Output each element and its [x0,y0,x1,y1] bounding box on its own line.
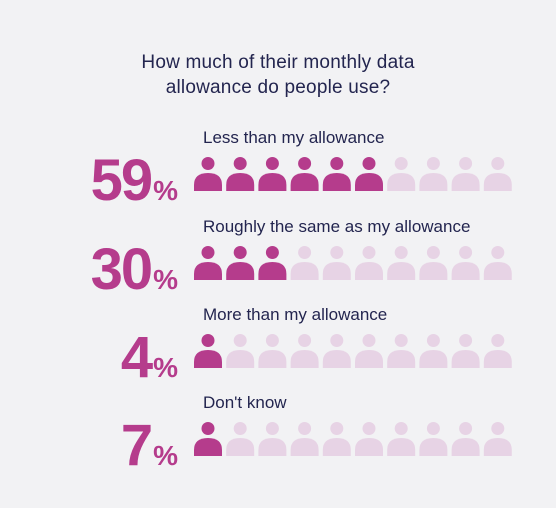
person-icon-empty [226,334,255,368]
people-icon-row [194,422,512,456]
person-icon-filled [194,334,222,368]
person-icon-empty [290,246,319,280]
person-icon-empty [322,334,351,368]
people-icon-row [194,246,512,280]
person-icon-empty [451,157,480,191]
category-row-dont-know: Don't know 7% [0,393,556,481]
person-icon-filled [258,157,287,191]
person-icon-empty [451,246,480,280]
percent-sign: % [153,352,178,383]
person-icon-empty [419,334,448,368]
person-icon-empty [419,422,448,456]
person-icon-empty [483,334,512,368]
people-icon-row [194,334,512,368]
person-icon-empty [483,246,512,280]
percentage-value: 30% [91,241,178,299]
chart-title-line-2: allowance do people use? [165,77,391,98]
chart-title: How much of their monthly data allowance… [0,50,556,100]
percent-sign: % [153,264,178,295]
person-icon-empty [419,246,448,280]
category-label: Don't know [203,393,287,412]
percentage-number: 59 [90,148,153,213]
chart-title-line-1: How much of their monthly data [141,52,415,73]
person-icon-empty [226,422,255,456]
person-icon-filled [226,246,255,280]
percentage-number: 7 [120,413,153,478]
category-row-more-than-allowance: More than my allowance 4% [0,305,556,393]
person-icon-empty [483,157,512,191]
person-icon-empty [355,422,383,456]
person-icon-empty [322,422,351,456]
person-icon-filled [290,157,319,191]
person-icon-filled [194,157,222,191]
person-icon-empty [387,246,416,280]
person-icon-empty [419,157,448,191]
people-icon-row [194,157,512,191]
person-icon-empty [355,246,383,280]
percent-sign: % [153,175,178,206]
percentage-value: 59% [91,152,178,210]
category-row-roughly-same: Roughly the same as my allowance 30% [0,217,556,305]
person-icon-filled [355,157,383,191]
category-row-less-than-allowance: Less than my allowance 59% [0,128,556,216]
percentage-number: 4 [120,325,153,390]
category-label: Less than my allowance [203,128,385,147]
percent-sign: % [153,440,178,471]
person-icon-empty [387,334,416,368]
person-icon-empty [290,422,319,456]
person-icon-empty [290,334,319,368]
person-icon-empty [322,246,351,280]
person-icon-filled [226,157,255,191]
person-icon-empty [258,334,287,368]
person-icon-filled [194,246,222,280]
percentage-value: 4% [121,329,178,387]
person-icon-filled [194,422,222,456]
percentage-number: 30 [90,237,153,302]
person-icon-empty [451,334,480,368]
person-icon-empty [258,422,287,456]
person-icon-empty [387,422,416,456]
percentage-value: 7% [121,417,178,475]
person-icon-filled [258,246,287,280]
person-icon-empty [387,157,416,191]
person-icon-filled [322,157,351,191]
category-label: More than my allowance [203,305,388,324]
person-icon-empty [355,334,383,368]
category-label: Roughly the same as my allowance [203,217,471,236]
person-icon-empty [483,422,512,456]
person-icon-empty [451,422,480,456]
